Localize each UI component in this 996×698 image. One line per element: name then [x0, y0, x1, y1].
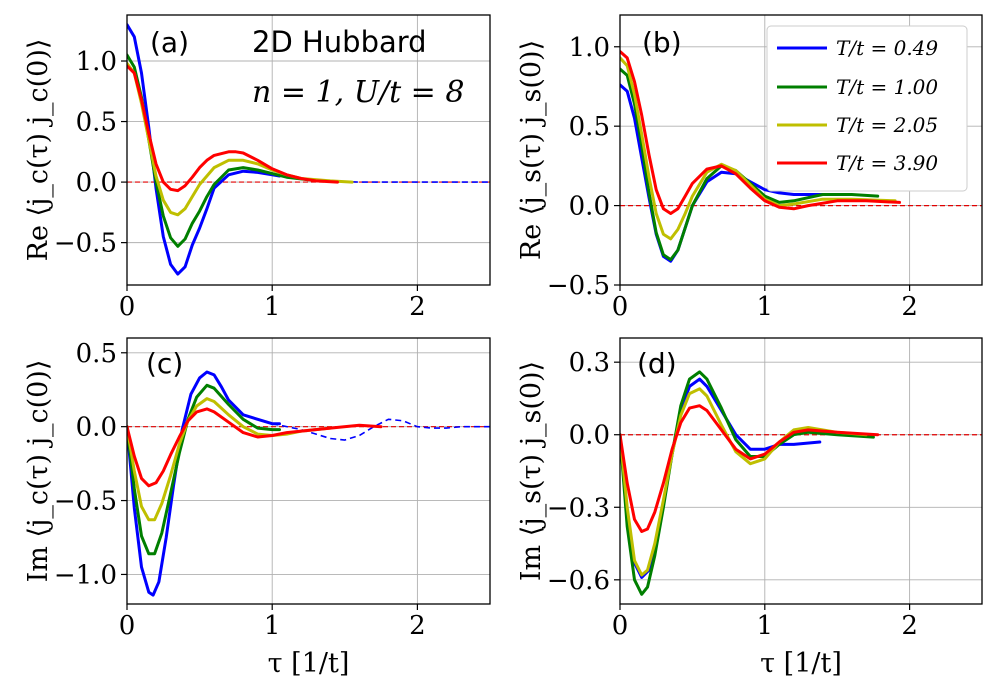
- y-tick-label-a-3: 1.0: [76, 47, 117, 77]
- y-tick-label-c-3: 0.5: [76, 339, 117, 369]
- y-axis-label-b: Re ⟨j_s(τ) j_s(0)⟩: [516, 40, 547, 260]
- series-line-a-0: [127, 23, 281, 276]
- annotation-title: 2D Hubbard: [252, 25, 427, 59]
- y-tick-label-b-2: 0.5: [569, 112, 610, 142]
- panel-label-c: (c): [146, 347, 183, 380]
- series-line-c-2: [127, 397, 332, 522]
- series-line-d-0: [620, 377, 822, 579]
- series-line-c-3: [127, 407, 383, 488]
- series-line-a-3: [127, 64, 339, 193]
- y-tick-label-b-0: −0.5: [547, 271, 610, 301]
- panel-label-d: (d): [637, 347, 677, 380]
- axes-frame-b: [619, 14, 983, 286]
- y-tick-label-d-3: 0.3: [569, 348, 610, 378]
- x-tick-label-d-2: 2: [901, 611, 918, 641]
- axes-frame-d: [619, 337, 983, 605]
- panel-d: 0 1 2 −0.6 −0.3 0.0 0.3 (d) Im ⟨j_s(τ) j_s(0)⟩ τ …: [516, 337, 983, 679]
- y-tick-label-a-1: 0.0: [76, 168, 117, 198]
- extrapolation-line-c: [272, 418, 490, 441]
- y-axis-label-c: Im ⟨j_c(τ) j_c(0)⟩: [23, 360, 54, 583]
- y-tick-label-b-3: 1.0: [569, 33, 610, 63]
- x-tick-label-a-2: 2: [409, 292, 426, 322]
- y-tick-label-d-2: 0.0: [569, 421, 610, 451]
- legend: T/t = 0.49 T/t = 1.00 T/t = 2.05 T/t = 3…: [766, 25, 968, 192]
- x-tick-label-c-0: 0: [119, 611, 136, 641]
- y-axis-label-d: Im ⟨j_s(τ) j_s(0)⟩: [516, 361, 547, 581]
- x-tick-label-b-1: 1: [757, 292, 774, 322]
- panel-a: 0 1 2 −0.5 0.0 0.5 1.0 (a) Re ⟨j_c(τ) j_c(0)⟩: [23, 14, 491, 322]
- x-tick-label-b-2: 2: [901, 292, 918, 322]
- annotation-params: n = 1, U/t = 8: [252, 75, 464, 110]
- x-tick-label-b-0: 0: [612, 292, 629, 322]
- x-axis-label-c: τ [1/t]: [268, 648, 350, 679]
- x-tick-label-a-0: 0: [119, 292, 136, 322]
- y-tick-label-d-1: −0.3: [547, 493, 610, 523]
- y-axis-label-a: Re ⟨j_c(τ) j_c(0)⟩: [23, 39, 54, 262]
- series-line-d-1: [620, 370, 875, 596]
- y-tick-label-b-1: 0.0: [569, 192, 610, 222]
- x-tick-label-a-1: 1: [264, 292, 281, 322]
- x-tick-label-c-1: 1: [264, 611, 281, 641]
- legend-label-t390: T/t = 3.90: [836, 151, 938, 175]
- series-line-b-3: [620, 50, 901, 215]
- y-tick-label-c-2: 0.0: [76, 413, 117, 443]
- y-tick-label-c-0: −1.0: [54, 560, 117, 590]
- x-tick-label-d-1: 1: [757, 611, 774, 641]
- series-line-b-1: [620, 67, 880, 262]
- legend-label-t205: T/t = 2.05: [836, 113, 938, 137]
- legend-label-t049: T/t = 0.49: [836, 36, 938, 60]
- axes-frame-a: [126, 14, 491, 286]
- series-line-b-2: [620, 56, 897, 241]
- axes-frame-c: [126, 337, 491, 605]
- y-tick-label-c-1: −0.5: [54, 487, 117, 517]
- panel-label-a: (a): [150, 26, 189, 59]
- y-tick-label-d-0: −0.6: [547, 566, 610, 596]
- panel-c: 0 1 2 −1.0 −0.5 0.0 0.5 (c) Im ⟨j_c(τ) j_c(0)⟩ τ …: [23, 337, 491, 679]
- legend-frame: [766, 25, 968, 192]
- legend-label-t100: T/t = 1.00: [836, 75, 938, 99]
- x-axis-label-d: τ [1/t]: [760, 648, 842, 679]
- panel-label-b: (b): [642, 26, 682, 59]
- x-tick-label-d-0: 0: [612, 611, 629, 641]
- series-line-d-3: [620, 404, 880, 533]
- y-tick-label-a-2: 0.5: [76, 108, 117, 138]
- y-tick-label-a-0: −0.5: [54, 229, 117, 259]
- series-line-c-0: [127, 370, 281, 597]
- x-tick-label-c-2: 2: [409, 611, 426, 641]
